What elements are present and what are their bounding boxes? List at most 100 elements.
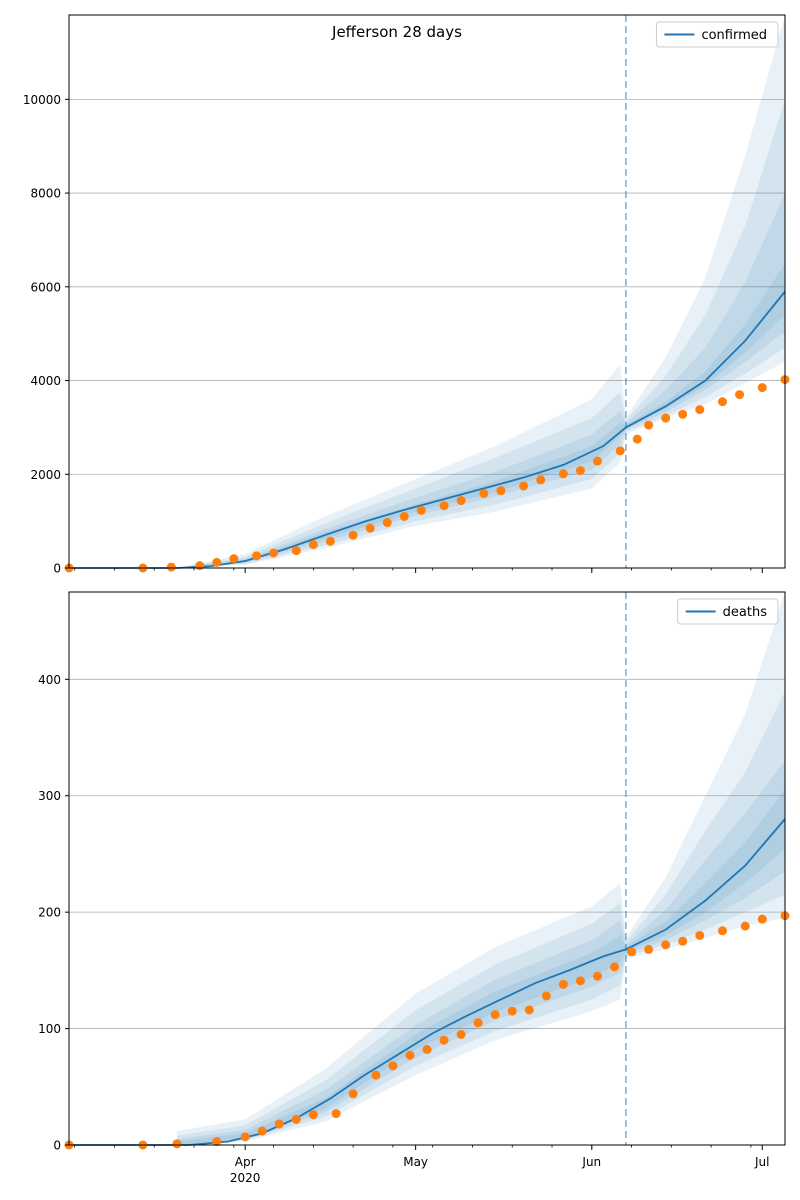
confirmed-observed-point <box>757 383 767 393</box>
confirmed-observed-point <box>365 523 375 533</box>
confirmed-panel: 0 2000 4000 6000 8000 10000 confirmed Jeffers… <box>23 14 790 576</box>
deaths-axes-frame <box>68 591 786 1146</box>
confirmed-y-tick-label: 6000 <box>30 280 61 294</box>
deaths-observed-point <box>717 926 727 936</box>
deaths-y-ticks: 0 100 200 300 400 <box>38 673 69 1153</box>
deaths-x-ticks: Apr 2020 May Jun Jul <box>74 1145 770 1185</box>
deaths-y-tick-label: 200 <box>38 906 61 920</box>
deaths-observed-point <box>212 1137 222 1147</box>
deaths-x-tick-label: May <box>403 1155 428 1169</box>
confirmed-observed-point <box>416 505 426 515</box>
deaths-observed-point <box>541 991 551 1001</box>
deaths-observed-point <box>240 1132 250 1142</box>
deaths-observed-point <box>740 921 750 931</box>
confirmed-legend-box <box>655 21 779 48</box>
deaths-observed-point <box>291 1114 301 1124</box>
confirmed-axes-frame <box>68 14 786 569</box>
confirmed-gridlines <box>69 98 785 475</box>
confirmed-y-tick-label: 10000 <box>23 93 61 107</box>
confirmed-observed-point <box>166 562 176 572</box>
confirmed-observed-point <box>496 486 506 496</box>
confirmed-observed-point <box>519 481 529 491</box>
confirmed-legend: confirmed <box>655 21 779 48</box>
deaths-y-tick-label: 0 <box>53 1139 61 1153</box>
deaths-observed-point <box>473 1018 483 1028</box>
confirmed-observed-point <box>536 475 546 485</box>
confirmed-observed-point <box>678 409 688 419</box>
confirmed-observed-point <box>592 456 602 466</box>
deaths-observed-point <box>388 1061 398 1071</box>
deaths-observed-point <box>172 1139 182 1149</box>
deaths-observed-point <box>558 979 568 989</box>
deaths-observed-point <box>371 1070 381 1080</box>
deaths-observed-point <box>308 1110 318 1120</box>
deaths-panel: 0 100 200 300 400 Apr 2020 May Jun Jul deaths <box>38 591 790 1185</box>
confirmed-observed-point <box>308 540 318 550</box>
confirmed-observed-point <box>212 557 222 567</box>
confirmed-observed-point <box>252 551 262 561</box>
confirmed-median-line <box>69 290 786 569</box>
deaths-band-1 <box>176 592 785 1145</box>
confirmed-legend-label: confirmed <box>701 28 767 43</box>
deaths-gridlines <box>69 678 785 1029</box>
deaths-x-tick-label: Apr <box>235 1155 256 1169</box>
confirmed-y-tick-label: 0 <box>53 562 61 576</box>
confirmed-observed-point <box>615 446 625 456</box>
confirmed-band-2 <box>176 99 785 569</box>
deaths-observed-point <box>678 936 688 946</box>
deaths-observed-point <box>695 930 705 940</box>
deaths-legend-box <box>677 598 779 625</box>
confirmed-observed-point <box>717 397 727 407</box>
deaths-y-tick-label: 400 <box>38 673 61 687</box>
deaths-observed-point <box>456 1029 466 1039</box>
deaths-observed-point <box>644 944 654 954</box>
confirmed-observed-point <box>399 511 409 521</box>
confirmed-observed-point <box>632 434 642 444</box>
deaths-uncertainty-bands <box>176 592 785 1145</box>
confirmed-y-tick-label: 2000 <box>30 468 61 482</box>
confirmed-observed-point <box>229 554 239 564</box>
deaths-observed-point <box>661 940 671 950</box>
confirmed-model-line <box>69 290 786 569</box>
confirmed-y-tick-label: 8000 <box>30 187 61 201</box>
deaths-observed-point <box>348 1089 358 1099</box>
deaths-observed-point <box>274 1119 284 1129</box>
deaths-observed-point <box>592 971 602 981</box>
deaths-observed-point <box>439 1035 449 1045</box>
deaths-observed-point <box>524 1005 534 1015</box>
confirmed-observed-point <box>644 420 654 430</box>
confirmed-band-1 <box>176 15 785 568</box>
deaths-y-tick-label: 100 <box>38 1022 61 1036</box>
deaths-observed-point <box>490 1010 500 1020</box>
confirmed-observed-point <box>269 548 279 558</box>
deaths-observed-point <box>610 962 620 972</box>
deaths-observed-point <box>507 1006 517 1016</box>
confirmed-observed-point <box>195 561 205 571</box>
deaths-legend-label: deaths <box>723 605 768 620</box>
confirmed-y-ticks: 0 2000 4000 6000 8000 10000 <box>23 93 69 576</box>
deaths-band-2 <box>176 690 785 1145</box>
confirmed-observed-point <box>382 518 392 528</box>
deaths-x-tick-label: Jul <box>754 1155 769 1169</box>
confirmed-observed-point <box>348 530 358 540</box>
confirmed-observed-point <box>325 536 335 546</box>
deaths-observed-point <box>405 1050 415 1060</box>
confirmed-y-tick-label: 4000 <box>30 374 61 388</box>
deaths-observed-point <box>757 914 767 924</box>
deaths-observed-point <box>575 976 585 986</box>
confirmed-observed-point <box>291 546 301 556</box>
confirmed-observed-point <box>479 488 489 498</box>
confirmed-observed-point <box>661 413 671 423</box>
confirmed-observed-point <box>456 496 466 506</box>
deaths-x-tick-sublabel: 2020 <box>230 1171 261 1185</box>
deaths-observed-point <box>627 947 637 957</box>
confirmed-observed-point <box>558 469 568 479</box>
deaths-observed-point <box>331 1109 341 1119</box>
deaths-legend: deaths <box>677 598 779 625</box>
deaths-y-tick-label: 300 <box>38 789 61 803</box>
deaths-x-tick-label: Jun <box>581 1155 601 1169</box>
chart-title: Jefferson 28 days <box>331 23 462 41</box>
confirmed-observed-point <box>695 405 705 415</box>
confirmed-observed-point <box>735 390 745 400</box>
